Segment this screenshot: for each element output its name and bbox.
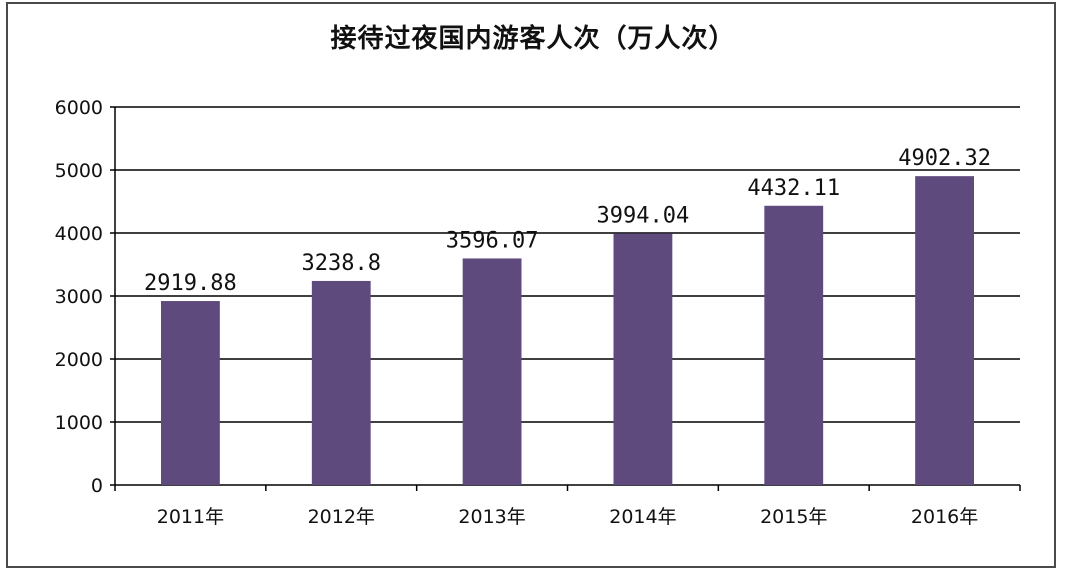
y-tick-label-4: 4000 — [55, 223, 103, 245]
x-tick-label-0: 2011年 — [157, 506, 224, 528]
bar-3 — [613, 233, 673, 485]
chart-title: 接待过夜国内游客人次（万人次） — [330, 24, 736, 54]
bar-2 — [462, 258, 522, 485]
y-tick-label-5: 5000 — [55, 160, 103, 182]
y-tick-label-2: 2000 — [55, 349, 103, 371]
y-tick-label-6: 6000 — [55, 97, 103, 119]
x-tick-label-4: 2015年 — [760, 506, 827, 528]
data-label-5: 4902.32 — [898, 146, 991, 171]
bar-4 — [764, 205, 824, 485]
x-tick-label-2: 2013年 — [458, 506, 525, 528]
data-label-1: 3238.8 — [302, 251, 381, 276]
bar-0 — [161, 301, 220, 485]
x-tick-label-5: 2016年 — [911, 506, 978, 528]
y-tick-label-1: 1000 — [55, 412, 103, 434]
y-tick-label-0: 0 — [91, 475, 103, 497]
data-label-2: 3596.07 — [446, 228, 539, 253]
x-tick-label-1: 2012年 — [308, 506, 375, 528]
data-label-0: 2919.88 — [144, 271, 237, 296]
y-tick-label-3: 3000 — [55, 286, 103, 308]
data-label-4: 4432.11 — [747, 176, 840, 201]
x-tick-label-3: 2014年 — [609, 506, 676, 528]
bar-5 — [915, 176, 974, 485]
bar-1 — [311, 280, 371, 485]
data-label-3: 3994.04 — [597, 203, 690, 228]
